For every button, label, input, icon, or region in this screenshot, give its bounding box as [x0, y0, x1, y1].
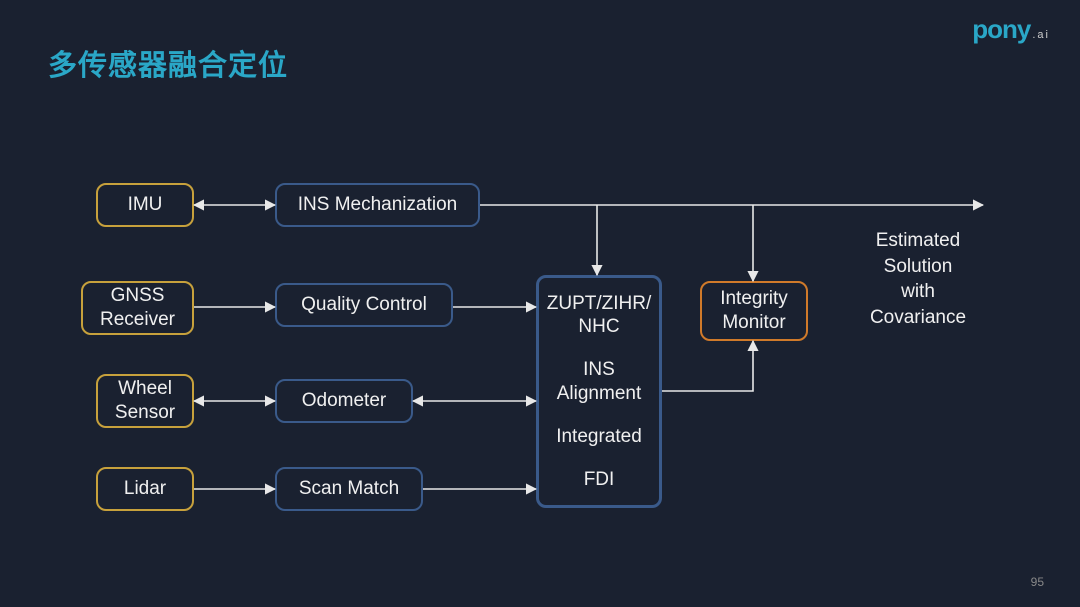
node-scan-match: Scan Match — [275, 467, 423, 511]
slide-title: 多传感器融合定位 — [48, 42, 288, 84]
fusion-line-integrated: Integrated — [556, 425, 642, 449]
node-gnss-receiver: GNSSReceiver — [81, 281, 194, 335]
node-wheel-sensor: WheelSensor — [96, 374, 194, 428]
node-quality-control: Quality Control — [275, 283, 453, 327]
node-imu: IMU — [96, 183, 194, 227]
fusion-line-alignment: INSAlignment — [557, 358, 642, 406]
node-fusion-block: ZUPT/ZIHR/NHC INSAlignment Integrated FD… — [536, 275, 662, 508]
node-odometer: Odometer — [275, 379, 413, 423]
node-integrity-monitor: IntegrityMonitor — [700, 281, 808, 341]
fusion-line-fdi: FDI — [584, 468, 615, 492]
logo-text: pony — [972, 14, 1030, 44]
node-ins-mechanization: INS Mechanization — [275, 183, 480, 227]
page-number: 95 — [1031, 575, 1044, 589]
logo: pony.ai — [972, 14, 1050, 45]
fusion-line-zupt: ZUPT/ZIHR/NHC — [547, 292, 652, 340]
logo-suffix: .ai — [1032, 29, 1050, 41]
node-lidar: Lidar — [96, 467, 194, 511]
output-label: EstimatedSolutionwithCovariance — [838, 228, 998, 331]
